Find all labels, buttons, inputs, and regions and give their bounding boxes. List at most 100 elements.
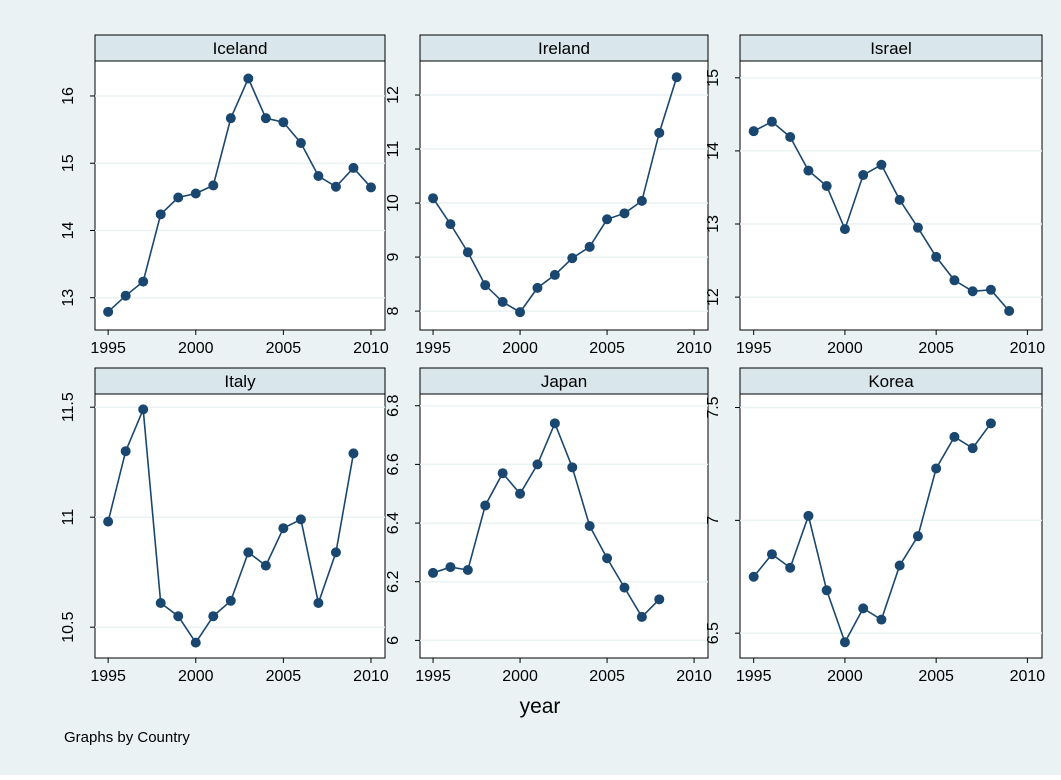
data-point <box>190 637 201 648</box>
data-point <box>138 404 149 415</box>
data-point <box>931 463 942 474</box>
data-point <box>748 126 759 137</box>
data-point <box>120 446 131 457</box>
data-point <box>155 598 166 608</box>
data-point <box>654 594 665 605</box>
data-point <box>532 459 543 470</box>
data-point <box>173 192 184 203</box>
data-point <box>894 194 905 205</box>
data-point <box>985 418 996 429</box>
y-tick-label: 9 <box>385 253 402 262</box>
y-tick-label: 7 <box>705 516 722 525</box>
data-point <box>584 241 595 252</box>
y-tick-label: 11 <box>60 509 77 526</box>
data-point <box>155 209 166 220</box>
x-tick-label: 2005 <box>589 340 625 357</box>
panel-strip <box>739 367 1043 395</box>
x-axis-title: year <box>520 695 561 718</box>
y-tick-label: 13 <box>60 289 77 307</box>
y-tick-label: 6.5 <box>705 622 722 644</box>
data-point <box>278 117 289 128</box>
x-tick-label: 1995 <box>415 668 451 685</box>
data-point <box>313 598 324 608</box>
data-point <box>766 116 777 127</box>
data-point <box>295 138 306 149</box>
panel-title: Israel <box>870 39 912 58</box>
data-point <box>497 296 508 307</box>
data-point <box>497 468 508 479</box>
data-point <box>103 516 114 527</box>
x-tick-label: 1995 <box>736 340 772 357</box>
data-point <box>532 282 543 293</box>
x-tick-label: 2010 <box>353 340 389 357</box>
plot-area <box>94 60 386 331</box>
plot-area <box>419 60 709 331</box>
y-tick-label: 15 <box>705 69 722 87</box>
data-point <box>636 195 647 206</box>
data-point <box>785 132 796 143</box>
x-tick-label: 2005 <box>266 340 302 357</box>
y-tick-label: 11 <box>385 141 402 158</box>
plot-area <box>419 393 709 659</box>
y-tick-label: 16 <box>60 87 77 105</box>
data-point <box>949 275 960 286</box>
data-point <box>619 582 630 593</box>
panel-strip <box>94 34 386 62</box>
data-point <box>654 127 665 138</box>
data-point <box>330 547 341 558</box>
y-tick-label: 10.5 <box>60 612 77 643</box>
data-point <box>225 595 236 606</box>
data-point <box>839 637 850 648</box>
data-point <box>821 585 832 596</box>
data-point <box>243 73 254 84</box>
data-point <box>515 307 526 318</box>
x-tick-label: 1995 <box>90 668 126 685</box>
data-point <box>858 603 869 614</box>
data-point <box>567 253 578 264</box>
data-point <box>876 614 887 625</box>
data-point <box>803 510 814 521</box>
x-tick-label: 2010 <box>353 668 389 685</box>
data-point <box>602 214 613 225</box>
panel-strip <box>94 367 386 395</box>
data-point <box>876 159 887 170</box>
data-point <box>912 531 923 542</box>
x-tick-label: 2010 <box>676 668 712 685</box>
data-point <box>480 280 491 291</box>
data-point <box>839 224 850 235</box>
plot-area <box>94 393 386 659</box>
x-tick-label: 2000 <box>827 340 863 357</box>
x-tick-label: 2010 <box>1010 340 1046 357</box>
x-tick-label: 2000 <box>502 668 538 685</box>
y-tick-label: 10 <box>385 194 402 212</box>
y-tick-label: 11.5 <box>60 392 77 422</box>
y-tick-label: 7.5 <box>705 396 722 418</box>
plot-area <box>739 393 1043 659</box>
data-point <box>785 562 796 573</box>
data-point <box>120 290 131 301</box>
y-tick-label: 14 <box>705 142 722 160</box>
data-line <box>753 422 992 645</box>
plot-area <box>739 60 1043 331</box>
x-tick-label: 1995 <box>736 668 772 685</box>
data-point <box>190 188 201 199</box>
panel-strip <box>739 34 1043 62</box>
y-tick-label: 13 <box>705 215 722 233</box>
x-tick-label: 1995 <box>415 340 451 357</box>
data-point <box>766 549 777 560</box>
x-tick-label: 1995 <box>90 340 126 357</box>
y-tick-label: 14 <box>60 221 77 239</box>
data-point <box>549 269 560 280</box>
data-point <box>330 181 341 192</box>
panel-title: Iceland <box>213 39 268 58</box>
data-point <box>967 286 978 297</box>
data-point <box>428 193 439 204</box>
data-point <box>803 165 814 176</box>
x-tick-label: 2000 <box>502 340 538 357</box>
data-point <box>967 443 978 454</box>
data-point <box>985 284 996 295</box>
data-point <box>619 208 630 219</box>
x-tick-label: 2000 <box>178 668 214 685</box>
data-point <box>1004 305 1015 316</box>
data-point <box>260 560 271 571</box>
